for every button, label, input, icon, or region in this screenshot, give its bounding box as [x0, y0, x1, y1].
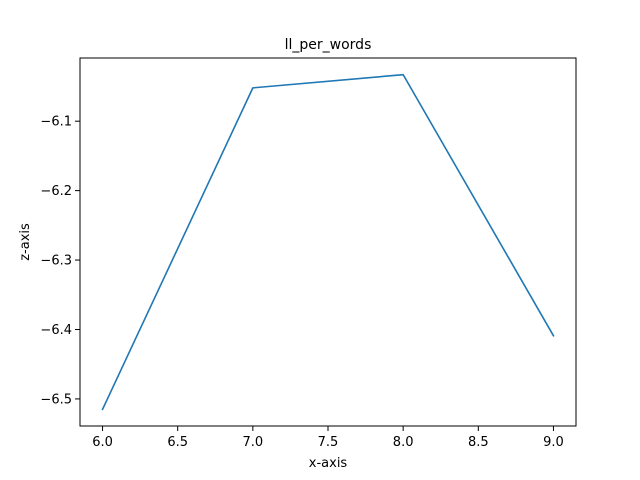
y-axis-ticks: −6.5 −6.4 −6.3 −6.2 −6.1 — [40, 115, 80, 407]
x-axis-ticks: 6.0 6.5 7.0 7.5 8.0 8.5 9.0 — [92, 426, 564, 450]
y-tick-label: −6.2 — [40, 184, 72, 199]
y-tick-label: −6.1 — [40, 115, 72, 130]
chart-title: ll_per_words — [285, 37, 372, 53]
y-axis-label: z-axis — [18, 223, 33, 261]
x-tick-label: 7.0 — [243, 435, 264, 450]
x-axis-label: x-axis — [309, 456, 348, 471]
x-tick-label: 8.5 — [468, 435, 489, 450]
y-tick-label: −6.4 — [40, 323, 72, 338]
series-layer — [101, 73, 555, 411]
x-tick-label: 6.0 — [92, 435, 113, 450]
x-tick-label: 6.5 — [167, 435, 188, 450]
y-tick-label: −6.5 — [40, 392, 72, 407]
series-line — [101, 73, 555, 411]
x-tick-label: 7.5 — [318, 435, 339, 450]
x-tick-label: 8.0 — [393, 435, 414, 450]
x-tick-label: 9.0 — [543, 435, 564, 450]
y-tick-label: −6.3 — [40, 254, 72, 269]
